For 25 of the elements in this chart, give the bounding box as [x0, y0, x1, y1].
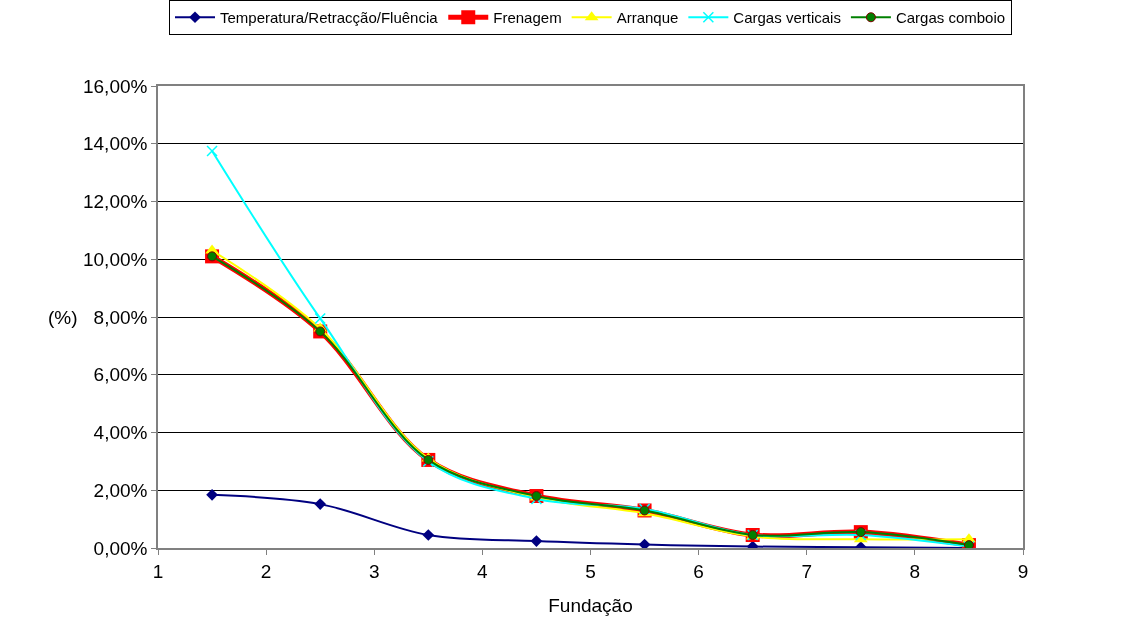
x-tick-label: 7 [801, 560, 813, 582]
y-tick-label: 12,00% [83, 191, 148, 213]
legend-label: Cargas verticais [733, 9, 841, 27]
legend-label: Frenagem [493, 9, 562, 27]
x-axis-title: Fundação [548, 594, 633, 616]
y-tick-label: 2,00% [93, 479, 148, 501]
x-tick-label: 2 [260, 560, 272, 582]
y-tick-label: 6,00% [93, 364, 148, 386]
legend-label: Arranque [616, 9, 679, 27]
x-tick-label: 6 [693, 560, 704, 582]
x-tick-label: 1 [152, 560, 164, 582]
y-tick-label: 4,00% [93, 422, 148, 444]
x-tick-label: 9 [1017, 560, 1029, 582]
y-tick-label: 16,00% [83, 75, 148, 97]
y-axis-title: (%) [48, 307, 78, 328]
x-tick-label: 5 [585, 560, 596, 582]
y-tick-label: 0,00% [93, 537, 148, 559]
x-tick-label: 4 [477, 560, 489, 582]
y-tick-label: 14,00% [83, 133, 148, 155]
y-tick-label: 10,00% [83, 248, 148, 270]
x-tick-label: 3 [368, 560, 380, 582]
legend-label: Temperatura/Retracção/Fluência [220, 9, 439, 27]
legend-label: Cargas comboio [895, 9, 1006, 27]
x-tick-label: 8 [909, 560, 921, 582]
y-tick-label: 8,00% [93, 306, 148, 328]
